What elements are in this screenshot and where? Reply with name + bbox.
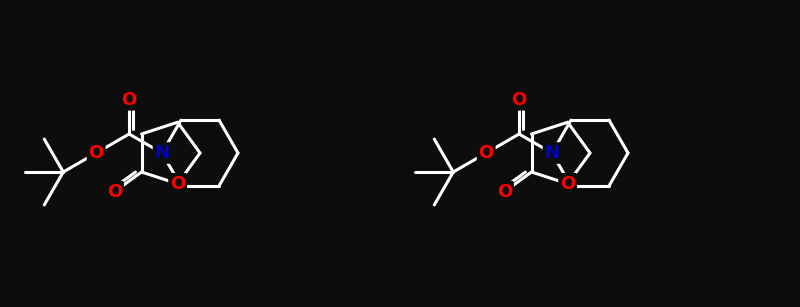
Text: O: O [89, 144, 104, 162]
Text: O: O [497, 183, 512, 201]
Text: O: O [478, 144, 494, 162]
Text: O: O [511, 91, 526, 109]
Text: N: N [154, 144, 170, 162]
Text: O: O [170, 175, 186, 193]
Text: O: O [560, 175, 575, 193]
Text: O: O [122, 91, 137, 109]
Text: N: N [545, 144, 559, 162]
Text: O: O [107, 183, 122, 201]
